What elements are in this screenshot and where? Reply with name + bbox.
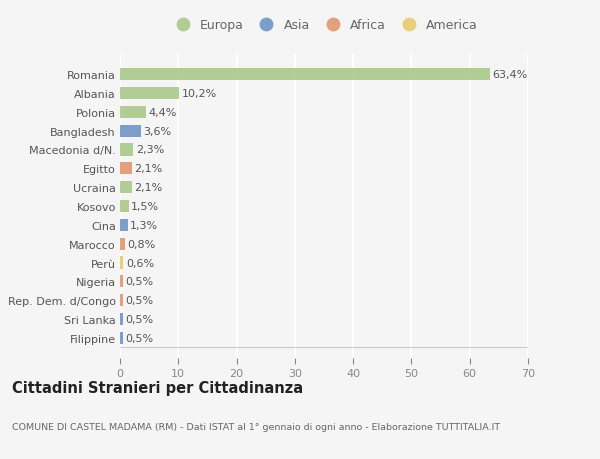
Bar [120, 106, 146, 119]
Bar [120, 144, 133, 156]
Text: Cittadini Stranieri per Cittadinanza: Cittadini Stranieri per Cittadinanza [12, 381, 303, 396]
Bar [120, 238, 125, 250]
Text: 0,5%: 0,5% [125, 277, 154, 287]
Legend: Europa, Asia, Africa, America: Europa, Asia, Africa, America [170, 19, 478, 32]
Bar [120, 313, 123, 325]
Text: 0,5%: 0,5% [125, 314, 154, 325]
Text: 1,5%: 1,5% [131, 202, 159, 212]
Bar [120, 294, 123, 307]
Bar [120, 125, 141, 137]
Bar [120, 201, 129, 213]
Text: COMUNE DI CASTEL MADAMA (RM) - Dati ISTAT al 1° gennaio di ogni anno - Elaborazi: COMUNE DI CASTEL MADAMA (RM) - Dati ISTA… [12, 422, 500, 431]
Bar [120, 257, 124, 269]
Text: 0,5%: 0,5% [125, 333, 154, 343]
Bar [120, 182, 132, 194]
Text: 0,6%: 0,6% [126, 258, 154, 268]
Bar [120, 88, 179, 100]
Text: 63,4%: 63,4% [492, 70, 527, 80]
Text: 3,6%: 3,6% [143, 126, 172, 136]
Bar [120, 69, 490, 81]
Text: 0,8%: 0,8% [127, 239, 155, 249]
Bar [120, 332, 123, 344]
Text: 2,1%: 2,1% [134, 164, 163, 174]
Text: 2,3%: 2,3% [136, 145, 164, 155]
Bar [120, 219, 128, 231]
Text: 10,2%: 10,2% [182, 89, 217, 99]
Bar [120, 163, 132, 175]
Text: 2,1%: 2,1% [134, 183, 163, 193]
Text: 0,5%: 0,5% [125, 296, 154, 306]
Text: 1,3%: 1,3% [130, 220, 158, 230]
Bar [120, 276, 123, 288]
Text: 4,4%: 4,4% [148, 107, 176, 118]
